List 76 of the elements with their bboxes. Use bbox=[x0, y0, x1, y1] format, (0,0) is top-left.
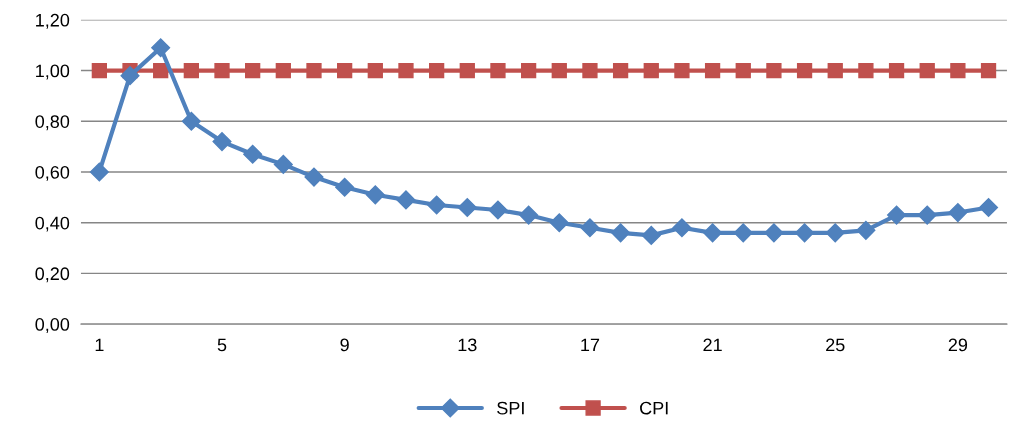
point bbox=[796, 62, 813, 79]
point bbox=[365, 185, 385, 205]
point bbox=[735, 62, 751, 79]
point bbox=[275, 62, 291, 79]
point bbox=[549, 213, 569, 233]
point bbox=[917, 205, 937, 225]
x-tick-label: 21 bbox=[703, 338, 722, 352]
point bbox=[979, 197, 999, 218]
y-tick-label: 0,20 bbox=[35, 267, 70, 283]
point bbox=[672, 218, 692, 238]
point bbox=[703, 223, 723, 243]
x-tick-label: 17 bbox=[581, 338, 600, 352]
legend-label: CPI bbox=[640, 401, 668, 415]
point bbox=[428, 62, 445, 79]
point bbox=[948, 203, 968, 223]
point bbox=[827, 62, 843, 79]
legend-label: SPI bbox=[497, 401, 524, 415]
x-tick-label: 1 bbox=[95, 338, 104, 352]
point bbox=[91, 62, 107, 79]
point bbox=[306, 62, 322, 79]
point bbox=[367, 62, 383, 79]
point bbox=[459, 62, 475, 79]
y-tick-label: 0,80 bbox=[35, 115, 70, 131]
point bbox=[888, 62, 905, 79]
y-tick-label: 0,40 bbox=[35, 216, 70, 232]
point bbox=[490, 62, 506, 79]
y-tick-label: 1,00 bbox=[36, 64, 70, 80]
point bbox=[919, 62, 935, 79]
point bbox=[520, 62, 537, 79]
point bbox=[153, 62, 169, 79]
point bbox=[887, 205, 907, 225]
point bbox=[245, 62, 261, 79]
point bbox=[795, 223, 815, 243]
point bbox=[427, 195, 447, 215]
point bbox=[641, 225, 661, 245]
point bbox=[858, 62, 874, 79]
point bbox=[335, 177, 355, 197]
point bbox=[212, 132, 232, 152]
point bbox=[396, 190, 416, 210]
x-tick-label: 13 bbox=[458, 338, 477, 352]
x-tick-label: 9 bbox=[340, 338, 349, 352]
y-tick-label: 0,60 bbox=[35, 165, 70, 181]
y-tick-label: 1,20 bbox=[36, 13, 70, 29]
point bbox=[980, 62, 997, 79]
point bbox=[766, 62, 782, 79]
point bbox=[704, 62, 721, 79]
point bbox=[551, 62, 567, 79]
point bbox=[183, 62, 199, 79]
point bbox=[214, 62, 230, 79]
point bbox=[304, 167, 324, 187]
point bbox=[582, 62, 598, 79]
point bbox=[950, 62, 966, 79]
point bbox=[825, 223, 845, 243]
point bbox=[181, 111, 201, 131]
point bbox=[856, 220, 876, 240]
point bbox=[612, 62, 629, 79]
point bbox=[580, 218, 600, 238]
point bbox=[674, 62, 690, 79]
point bbox=[337, 62, 353, 79]
point bbox=[733, 223, 753, 243]
point bbox=[151, 38, 171, 58]
point bbox=[273, 154, 293, 174]
point bbox=[398, 62, 414, 79]
point bbox=[120, 66, 140, 86]
point bbox=[643, 62, 659, 79]
x-tick-label: 25 bbox=[826, 338, 845, 352]
x-tick-label: 5 bbox=[217, 338, 227, 352]
point bbox=[611, 223, 631, 243]
y-tick-label: 0,00 bbox=[35, 318, 70, 333]
point bbox=[764, 223, 784, 243]
point bbox=[89, 162, 109, 182]
point bbox=[519, 205, 539, 225]
point bbox=[488, 200, 508, 220]
x-tick-label: 29 bbox=[948, 338, 968, 352]
point bbox=[457, 197, 477, 218]
point bbox=[243, 144, 263, 164]
